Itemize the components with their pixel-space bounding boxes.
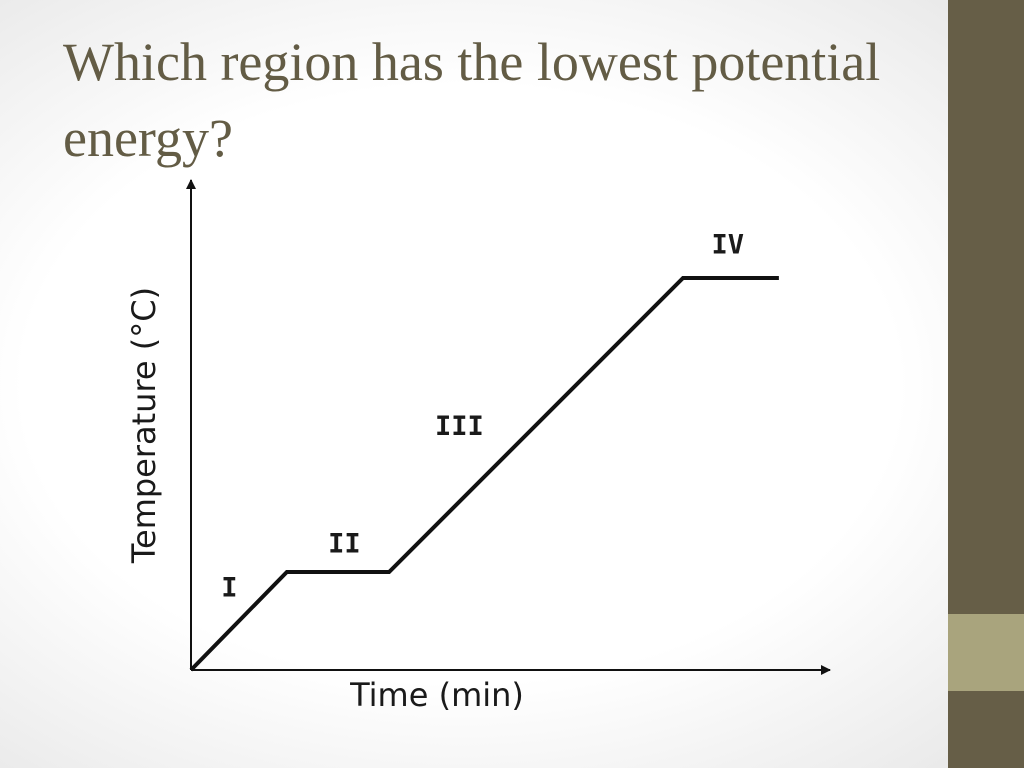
y-axis-label: Temperature (°C) [125,287,163,564]
region-label-iv: IV [712,230,745,261]
region-label-ii: II [328,528,361,559]
sidebar-accent-block [948,614,1024,691]
heating-curve-line [189,276,779,672]
region-label-i: I [221,573,237,604]
slide-title: Which region has the lowest potential en… [63,32,881,168]
region-label-iii: III [435,411,484,442]
x-axis-label: Time (min) [349,676,524,714]
